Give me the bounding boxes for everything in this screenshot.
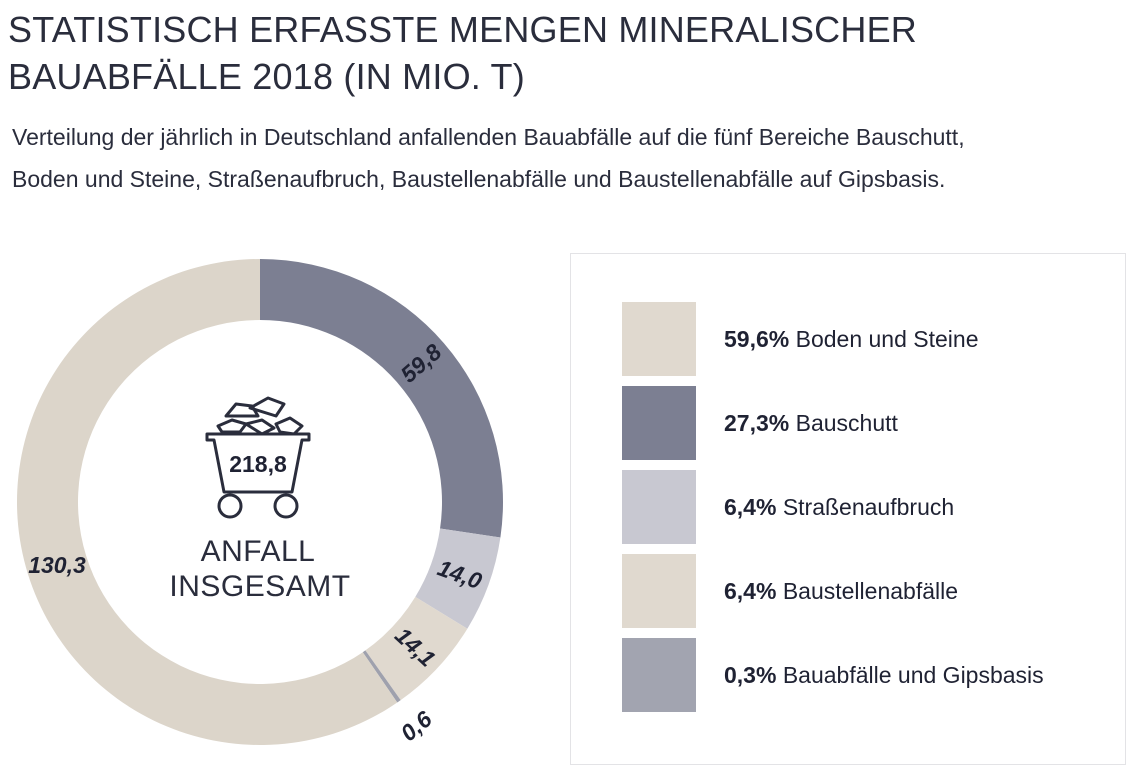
legend-label: Straßenaufbruch: [782, 493, 955, 520]
legend: 59,6% Boden und Steine 27,3% Bauschutt 6…: [570, 253, 1126, 765]
mine-cart-icon: [205, 396, 311, 519]
legend-item-strassenaufbruch: 6,4% Straßenaufbruch: [622, 470, 1102, 544]
total-label-line-2: INSGESAMT: [169, 570, 350, 603]
legend-swatch: [622, 638, 696, 712]
legend-label: Bauschutt: [795, 409, 898, 436]
chart-subtitle-line-2: Boden und Steine, Straßenaufbruch, Baust…: [12, 166, 946, 192]
donut-slice: [415, 528, 501, 629]
legend-label: Boden und Steine: [795, 325, 979, 352]
donut-slices: [16, 259, 504, 745]
chart-title-line-1: STATISTISCH ERFASSTE MENGEN MINERALISCHE…: [8, 9, 917, 50]
donut-slice: [362, 650, 401, 703]
donut-slice: [16, 259, 398, 745]
legend-percent: 0,3%: [724, 661, 777, 688]
donut-slice: [260, 259, 504, 538]
legend-percent: 27,3%: [724, 409, 790, 436]
chart-subtitle: Verteilung der jährlich in Deutschland a…: [12, 116, 1132, 200]
chart-subtitle-line-1: Verteilung der jährlich in Deutschland a…: [12, 124, 965, 150]
legend-item-boden-und-steine: 59,6% Boden und Steine: [622, 302, 1102, 376]
slice-value-label: 0,6: [396, 706, 437, 747]
chart-title-line-2: BAUABFÄLLE 2018 (IN MIO. T): [8, 56, 525, 97]
chart-title: STATISTISCH ERFASSTE MENGEN MINERALISCHE…: [8, 6, 1128, 100]
legend-percent: 59,6%: [724, 325, 790, 352]
slice-value-label: 130,3: [28, 552, 86, 578]
legend-swatch: [622, 470, 696, 544]
legend-item-bauschutt: 27,3% Bauschutt: [622, 386, 1102, 460]
legend-percent: 6,4%: [724, 577, 777, 604]
total-label-line-1: ANFALL: [201, 535, 316, 568]
legend-label: Bauabfälle und Gipsbasis: [782, 661, 1044, 688]
total-value: 218,8: [229, 451, 287, 477]
legend-swatch: [622, 554, 696, 628]
legend-percent: 6,4%: [724, 493, 777, 520]
legend-item-baustellenabfaelle: 6,4% Baustellenabfälle: [622, 554, 1102, 628]
legend-swatch: [622, 386, 696, 460]
legend-label: Baustellenabfälle: [782, 577, 959, 604]
donut-slice: [365, 596, 468, 701]
legend-swatch: [622, 302, 696, 376]
legend-item-gipsbasis: 0,3% Bauabfälle und Gipsbasis: [622, 638, 1102, 712]
